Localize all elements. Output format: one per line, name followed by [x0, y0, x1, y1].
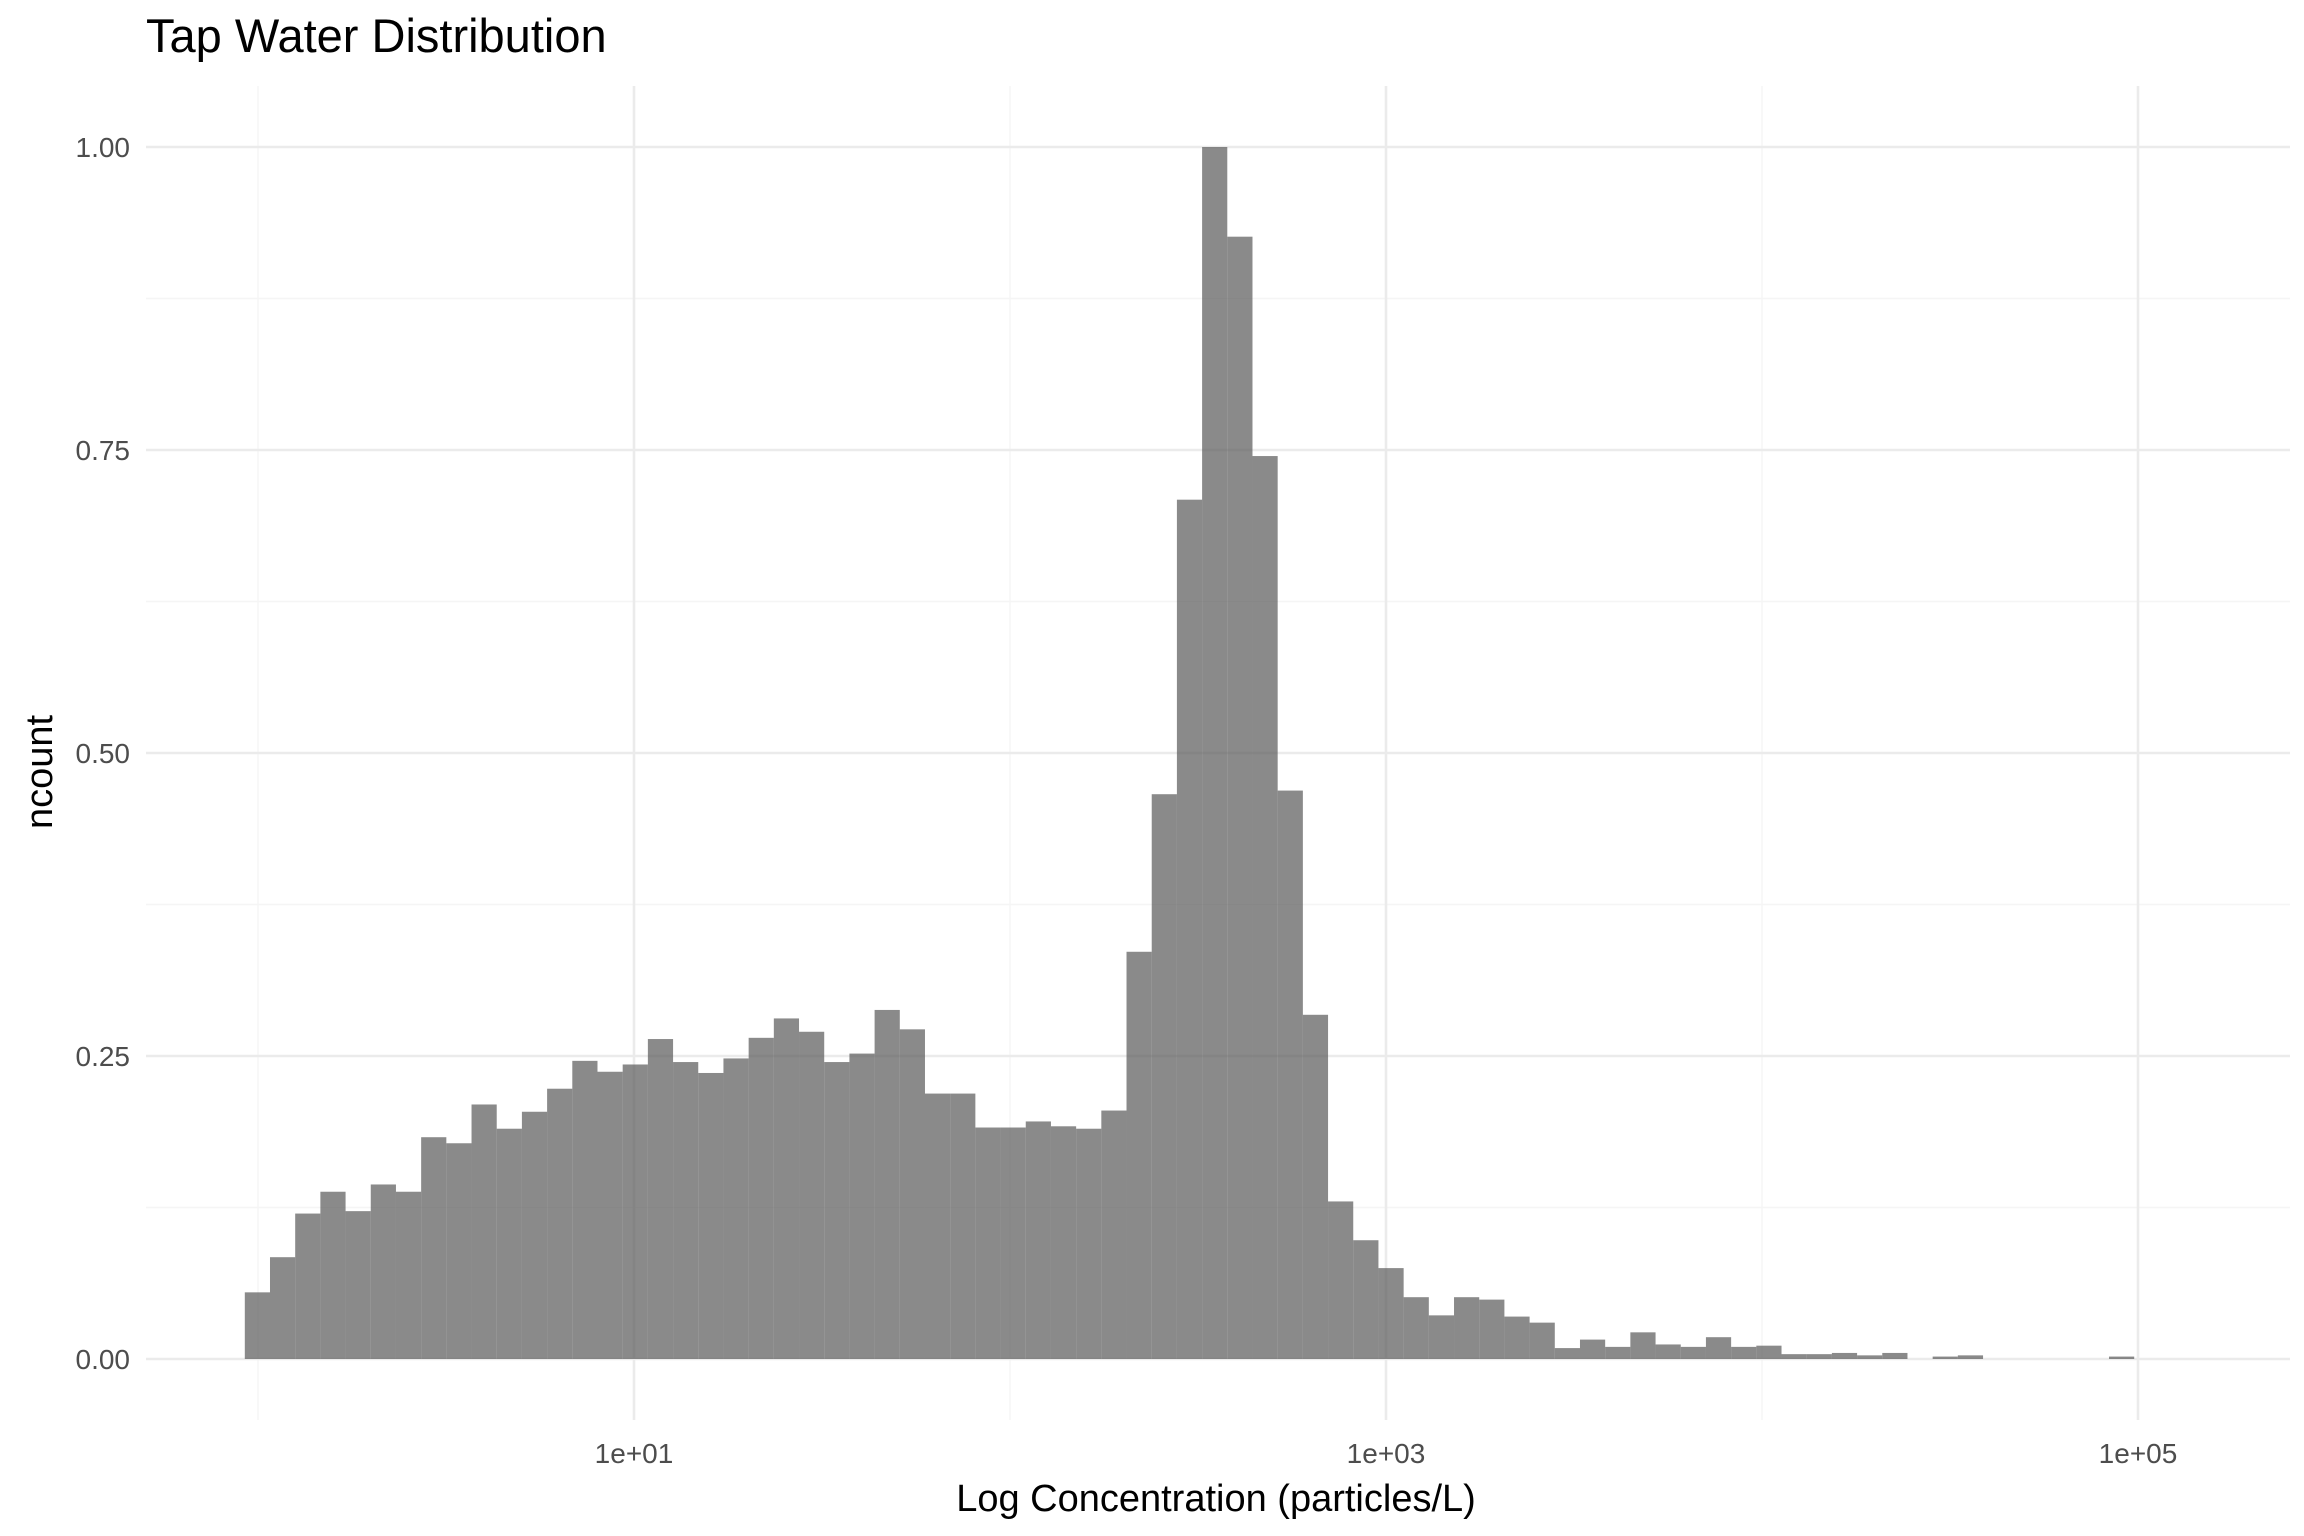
histogram-bar	[244, 1292, 270, 1359]
histogram-bar	[874, 1009, 900, 1359]
y-tick-label: 0.00	[76, 1344, 131, 1375]
histogram-bar	[1554, 1348, 1580, 1359]
histogram-bar	[345, 1211, 371, 1359]
histogram-bar	[1781, 1354, 1807, 1359]
histogram-bar	[421, 1137, 447, 1359]
histogram-bar	[1252, 456, 1278, 1359]
histogram-bar	[1529, 1322, 1555, 1359]
histogram-bar	[950, 1093, 976, 1359]
histogram-bar	[1176, 499, 1203, 1359]
histogram-bar	[269, 1257, 296, 1359]
histogram-bar	[799, 1031, 825, 1359]
x-tick-label: 1e+01	[595, 1438, 674, 1469]
histogram-bar	[597, 1071, 623, 1359]
histogram-bar	[1277, 790, 1303, 1359]
histogram-bar	[521, 1111, 548, 1359]
histogram-bar	[1932, 1356, 1958, 1359]
histogram-bar	[471, 1104, 497, 1359]
y-tick-label: 0.50	[76, 738, 131, 769]
histogram-bar	[1756, 1345, 1782, 1359]
histogram-bar	[1328, 1201, 1354, 1359]
histogram-bars	[244, 147, 2135, 1360]
histogram-bar	[1151, 794, 1177, 1359]
chart-title: Tap Water Distribution	[146, 9, 607, 62]
histogram-bar	[1000, 1127, 1026, 1359]
histogram-bar	[1403, 1297, 1429, 1359]
histogram-bar	[1579, 1339, 1606, 1359]
histogram-bar	[1680, 1346, 1706, 1359]
histogram-bar	[1806, 1354, 1832, 1359]
histogram-bar	[1126, 951, 1152, 1359]
histogram-bar	[1050, 1126, 1077, 1359]
histogram-bar	[1957, 1355, 1984, 1359]
histogram-bar	[1302, 1014, 1329, 1359]
y-tick-label: 0.25	[76, 1041, 131, 1072]
histogram-bar	[1504, 1316, 1530, 1359]
histogram-bar	[2109, 1356, 2135, 1359]
y-tick-label: 0.75	[76, 435, 131, 466]
x-axis-ticks: 1e+01 1e+03 1e+05	[595, 1438, 2178, 1469]
histogram-bar	[1605, 1346, 1631, 1359]
histogram-bar	[1705, 1337, 1732, 1359]
histogram-bar	[924, 1093, 951, 1359]
histogram-bar	[1882, 1352, 1908, 1359]
histogram-bar	[673, 1062, 699, 1359]
histogram-bar	[446, 1143, 472, 1359]
histogram-bar	[1731, 1346, 1757, 1359]
histogram-bar	[849, 1053, 875, 1359]
histogram-bar	[395, 1191, 422, 1359]
histogram-bar	[1353, 1240, 1379, 1359]
histogram-bar	[647, 1039, 674, 1359]
histogram-bar	[723, 1058, 749, 1359]
histogram-bar	[698, 1072, 724, 1359]
y-axis-title: ncount	[19, 715, 61, 830]
histogram-bar	[572, 1060, 598, 1359]
histogram-bar	[1025, 1121, 1051, 1359]
histogram-bar	[622, 1064, 648, 1359]
histogram-bar	[1227, 236, 1253, 1360]
y-tick-label: 1.00	[76, 132, 131, 163]
histogram-bar	[370, 1184, 396, 1359]
histogram-bar	[1655, 1344, 1681, 1359]
histogram-bar	[1101, 1110, 1127, 1359]
histogram-bar	[1076, 1128, 1102, 1359]
histogram-bar	[748, 1037, 774, 1359]
histogram-bar	[1428, 1315, 1455, 1359]
x-axis-title: Log Concentration (particles/L)	[956, 1478, 1476, 1520]
histogram-bar	[320, 1191, 346, 1359]
x-tick-label: 1e+03	[1347, 1438, 1426, 1469]
x-tick-label: 1e+05	[2099, 1438, 2178, 1469]
histogram-bar	[773, 1018, 800, 1359]
histogram-bar	[496, 1128, 522, 1359]
histogram-bar	[824, 1062, 850, 1359]
histogram-bar	[1454, 1297, 1480, 1359]
histogram-bar	[1630, 1332, 1656, 1359]
histogram-bar	[1378, 1268, 1404, 1359]
histogram-bar	[1479, 1299, 1505, 1359]
histogram-bar	[295, 1213, 321, 1359]
histogram-bar	[1857, 1355, 1883, 1359]
y-axis-ticks: 0.00 0.25 0.50 0.75 1.00	[76, 132, 131, 1375]
histogram-bar	[1202, 147, 1228, 1359]
histogram-bar	[1831, 1352, 1858, 1359]
histogram-bar	[899, 1029, 925, 1359]
histogram-bar	[975, 1127, 1001, 1359]
histogram-bar	[547, 1088, 573, 1359]
